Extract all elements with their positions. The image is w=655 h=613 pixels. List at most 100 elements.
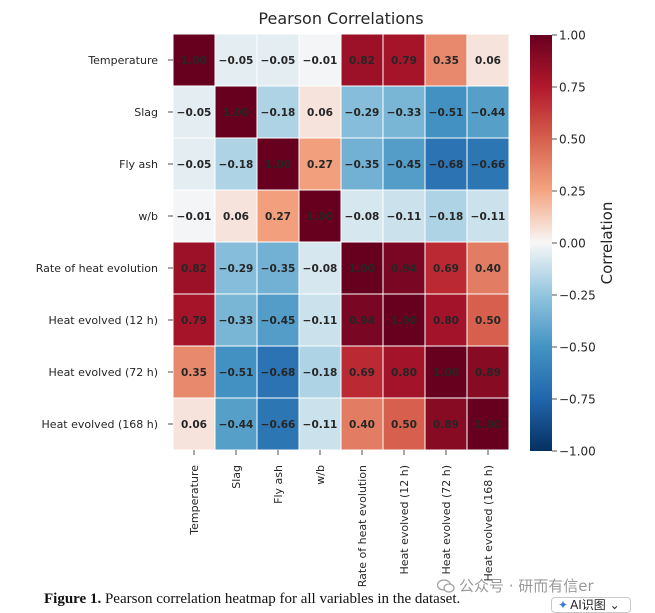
heatmap-cell	[382, 85, 426, 139]
cell-value-label: 0.89	[475, 367, 501, 379]
cell-value-label: −0.33	[219, 315, 254, 327]
chevron-down-icon: ⌄	[609, 598, 620, 612]
cell-value-label: −0.18	[261, 107, 296, 119]
cell-value-label: −0.01	[303, 55, 338, 67]
cell-value-label: 0.40	[475, 263, 501, 275]
column-label: Fly ash	[272, 465, 285, 504]
wechat-icon	[437, 579, 455, 593]
cell-value-label: 0.79	[391, 55, 417, 67]
heatmap-cell	[256, 33, 300, 87]
heatmap-cell	[298, 241, 342, 295]
cell-value-label: 0.69	[349, 367, 375, 379]
cell-value-label: −0.08	[303, 263, 338, 275]
colorbar-tick-label: 0.75	[559, 81, 586, 95]
heatmap-cell	[256, 397, 300, 451]
heatmap-cell	[256, 345, 300, 399]
cell-value-label: −0.29	[219, 263, 254, 275]
cell-value-label: 1.00	[475, 419, 501, 431]
cell-value-label: −0.18	[303, 367, 338, 379]
cell-value-label: 0.82	[349, 55, 375, 67]
heatmap-cell	[466, 85, 510, 139]
column-label: Rate of heat evolution	[356, 465, 369, 587]
cell-value-label: 0.27	[307, 159, 333, 171]
heatmap-cell	[466, 33, 510, 87]
figure-caption: Figure 1. Pearson correlation heatmap fo…	[44, 591, 460, 608]
column-label: Heat evolved (168 h)	[482, 465, 495, 581]
colorbar-label: Correlation	[598, 202, 616, 285]
cell-value-label: 1.00	[181, 55, 207, 67]
heatmap-cell	[214, 137, 258, 191]
heatmap-cell	[424, 137, 468, 191]
column-label: Heat evolved (12 h)	[398, 465, 411, 574]
row-label: w/b	[138, 210, 158, 223]
heatmap-cell	[340, 137, 384, 191]
cell-value-label: −0.01	[177, 211, 212, 223]
cell-value-label: 1.00	[223, 107, 249, 119]
colorbar-tick-label: −0.50	[559, 341, 596, 355]
cell-value-label: −0.44	[471, 107, 506, 119]
cell-value-label: 0.50	[391, 419, 417, 431]
cell-value-label: 0.94	[391, 263, 417, 275]
cell-value-label: 0.80	[433, 315, 459, 327]
cell-value-label: 0.79	[181, 315, 207, 327]
row-label: Fly ash	[119, 158, 158, 171]
row-label: Heat evolved (12 h)	[49, 314, 158, 327]
cell-value-label: 0.94	[349, 315, 375, 327]
cell-value-label: 0.27	[265, 211, 291, 223]
heatmap-cell	[466, 397, 510, 451]
heatmap-cell	[382, 33, 426, 87]
cell-value-label: −0.29	[345, 107, 380, 119]
cell-value-label: 0.40	[349, 419, 375, 431]
cell-value-label: −0.11	[387, 211, 422, 223]
cell-value-label: −0.11	[303, 419, 338, 431]
row-labels: Temperature Slag Fly ash w/b Rate of heat ev…	[36, 54, 173, 431]
heatmap-cell	[466, 241, 510, 295]
row-label: Rate of heat evolution	[36, 262, 158, 275]
cell-value-label: −0.05	[177, 159, 212, 171]
cell-value-label: −0.45	[261, 315, 296, 327]
colorbar-tick-label: 0.25	[559, 185, 586, 199]
cell-value-label: −0.08	[345, 211, 380, 223]
figure-caption-text: Pearson correlation heatmap for all vari…	[101, 591, 461, 607]
heatmap-cell	[256, 137, 300, 191]
cell-value-label: 1.00	[307, 211, 333, 223]
correlation-heatmap: Pearson Correlations 1.00 −0.05 −0.05 −0.01…	[36, 9, 616, 587]
cell-value-label: 0.35	[433, 55, 459, 67]
heatmap-cell	[214, 345, 258, 399]
cell-value-label: −0.05	[261, 55, 296, 67]
cell-value-label: −0.35	[345, 159, 380, 171]
cell-value-label: −0.45	[387, 159, 422, 171]
heatmap-cell	[340, 189, 384, 243]
heatmap-cell	[424, 345, 468, 399]
cell-value-label: −0.66	[471, 159, 506, 171]
cell-value-label: 0.06	[181, 419, 207, 431]
heatmap-cell	[382, 293, 426, 347]
cell-value-label: −0.51	[429, 107, 464, 119]
column-labels: Temperature Slag Fly ash w/b Rate of heat ev…	[188, 450, 495, 587]
colorbar-tick-label: 0.50	[559, 133, 586, 147]
colorbar-tick-label: 0.00	[559, 237, 586, 251]
colorbar-ticks: 1.00 0.75 0.50 0.25 0.00 −0.25 −0.50 −0.75 −1.00	[552, 29, 596, 459]
cell-value-label: 1.00	[349, 263, 375, 275]
ai-recognize-button[interactable]: ✦ AI识图 ⌄	[551, 597, 631, 613]
colorbar-tick-label: −0.75	[559, 393, 596, 407]
watermark: 公众号 · 研而有信er	[437, 575, 594, 596]
cell-value-label: −0.05	[219, 55, 254, 67]
heatmap-cell	[340, 397, 384, 451]
heatmap-cell	[466, 137, 510, 191]
chart-title: Pearson Correlations	[258, 9, 423, 28]
cell-value-label: 0.82	[181, 263, 207, 275]
heatmap-cell	[214, 293, 258, 347]
heatmap-cell	[340, 293, 384, 347]
heatmap-cells: 1.00 −0.05 −0.05 −0.01 0.82 0.79 0.35 0.06 −0.05…	[172, 33, 510, 451]
heatmap-cell	[298, 85, 342, 139]
cell-value-label: 0.06	[307, 107, 333, 119]
heatmap-cell	[466, 293, 510, 347]
cell-value-label: 0.69	[433, 263, 459, 275]
heatmap-cell	[382, 345, 426, 399]
heatmap-cell	[172, 345, 216, 399]
cell-value-label: 0.80	[391, 367, 417, 379]
cell-value-label: −0.05	[177, 107, 212, 119]
row-label: Heat evolved (72 h)	[49, 366, 158, 379]
cell-value-label: 0.06	[223, 211, 249, 223]
